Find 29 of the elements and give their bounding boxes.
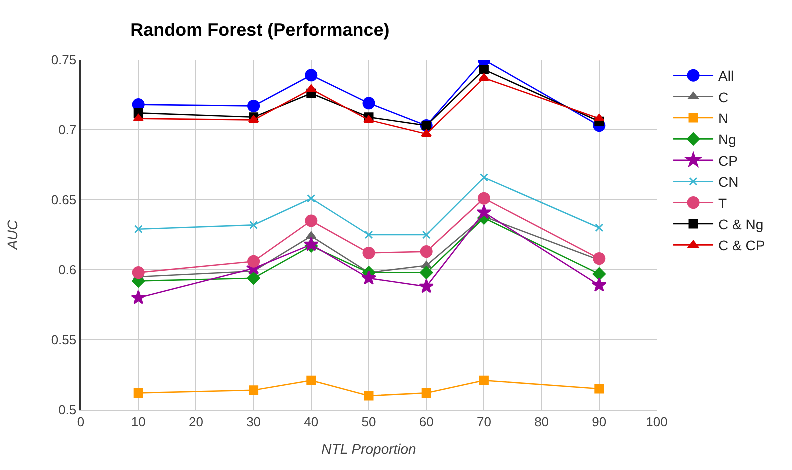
y-tick-label: 0.6 [58,262,77,278]
legend-label: CN [718,174,739,190]
x-axis-title: NTL Proportion [322,440,417,457]
y-tick-label: 0.7 [58,122,77,138]
legend-label: T [718,195,728,212]
x-tick-label: 60 [419,414,434,430]
x-tick-label: 30 [246,414,262,430]
x-tick-label: 70 [476,414,492,430]
x-tick-label: 10 [131,414,146,430]
legend-label: N [718,110,729,126]
x-tick-label: 50 [362,414,376,430]
x-tick-label: 80 [534,414,550,430]
y-tick-label: 0.55 [51,332,77,348]
x-tick-label: 90 [592,414,607,430]
legend-label: All [718,68,734,84]
legend-label: C & CP [718,238,766,254]
y-axis-title: AUC [4,219,20,251]
x-tick-label: 20 [188,414,204,430]
chart-title: Random Forest (Performance) [130,20,390,40]
legend-label: Ng [718,132,736,148]
x-tick-label: 0 [77,414,85,430]
y-tick-label: 0.75 [51,52,77,68]
y-tick-label: 0.65 [51,192,77,208]
legend-label: C & Ng [718,216,764,232]
x-tick-label: 40 [304,414,319,430]
y-tick-label: 0.5 [58,402,77,418]
x-tick-label: 100 [646,414,668,430]
legend-label: CP [718,152,738,169]
legend-label: C [718,89,729,106]
